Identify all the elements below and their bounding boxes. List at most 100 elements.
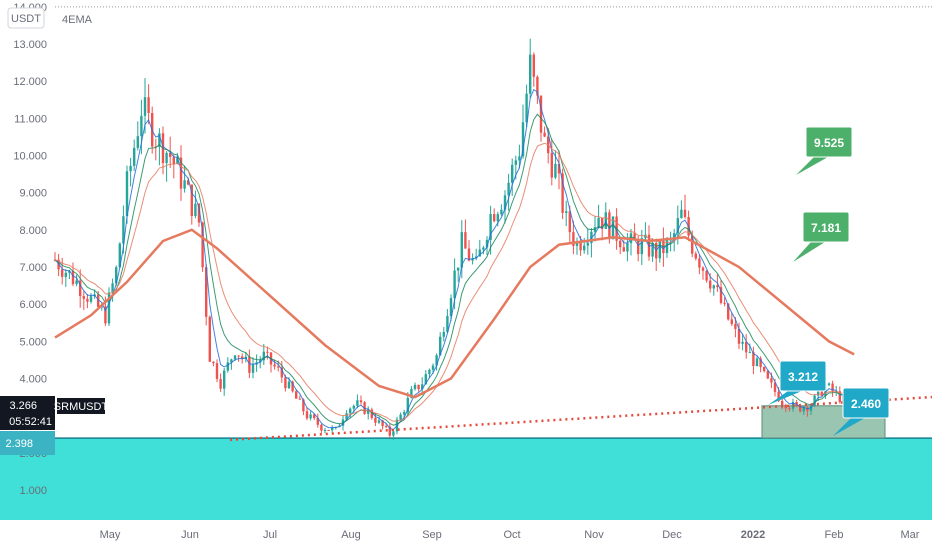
candle-body — [133, 147, 136, 166]
candle-body — [561, 173, 564, 213]
y-tick-label: 8.000 — [19, 225, 47, 237]
symbol-name: SRMUSDT — [54, 401, 109, 413]
candle-body — [385, 426, 388, 428]
x-tick-label: Dec — [662, 529, 682, 541]
candle-body — [158, 133, 161, 147]
candle-body — [709, 280, 712, 289]
candle-body — [521, 122, 525, 157]
candle-body — [442, 331, 445, 337]
candle-body — [435, 355, 438, 366]
candle-body — [316, 418, 319, 425]
candle-body — [169, 152, 172, 157]
candle-body — [75, 280, 78, 285]
candle-body — [377, 420, 381, 423]
candle-body — [104, 306, 107, 324]
currency-label: USDT — [11, 13, 41, 25]
candle-body — [89, 296, 93, 302]
x-tick-label: Jul — [263, 529, 277, 541]
candle-body — [176, 157, 179, 164]
candle-body — [399, 414, 402, 420]
candle-body — [511, 164, 514, 183]
candle-body — [665, 239, 669, 254]
candle-body — [446, 315, 449, 332]
indicator-label[interactable]: 4EMA — [62, 14, 93, 26]
candle-body — [320, 424, 323, 431]
candle-body — [727, 303, 730, 320]
candle-body — [125, 171, 129, 217]
candle-body — [694, 253, 697, 259]
candle-body — [637, 240, 640, 255]
candle-body — [467, 248, 471, 261]
candle-body — [345, 413, 348, 420]
candle-body — [219, 378, 222, 389]
candle-body — [802, 407, 805, 412]
candle-body — [421, 384, 424, 390]
candle-body — [745, 341, 748, 353]
candle-body — [662, 239, 665, 254]
candle-body — [136, 136, 139, 148]
candle-body — [586, 243, 589, 246]
currency-badge[interactable] — [7, 7, 45, 29]
candle-body — [262, 351, 265, 361]
candle-body — [197, 203, 201, 223]
candle-body — [147, 97, 150, 114]
price-target-callout[interactable]: 7.181 — [793, 211, 850, 262]
candle-body — [626, 243, 629, 252]
candle-body — [734, 324, 737, 329]
candle-body — [658, 239, 661, 259]
ema-slow-line[interactable] — [54, 228, 855, 399]
candle-body — [284, 377, 287, 389]
candle-body — [489, 214, 492, 240]
candle-body — [323, 430, 327, 432]
candle-body — [233, 355, 237, 360]
ema-14-line[interactable] — [54, 142, 855, 422]
candle-body — [611, 216, 615, 240]
candle-body — [572, 232, 575, 246]
candle-body — [766, 370, 769, 379]
candle-body — [190, 184, 193, 216]
candle-body — [705, 270, 708, 281]
price-target-callout[interactable]: 3.212 — [768, 360, 827, 405]
candle-body — [698, 258, 701, 268]
candle-body — [525, 93, 528, 123]
candle-body — [327, 430, 330, 432]
candle-body — [154, 146, 157, 148]
candle-body — [57, 259, 60, 270]
candle-body — [291, 381, 294, 392]
candle-body — [838, 391, 841, 402]
candle-body — [115, 267, 118, 284]
candle-body — [518, 156, 521, 161]
candle-body — [241, 356, 244, 359]
price-target-label: 3.212 — [788, 370, 818, 384]
candle-body — [118, 243, 121, 268]
candle-body — [381, 420, 384, 427]
candle-body — [568, 211, 571, 233]
candle-body — [403, 412, 406, 415]
candle-body — [424, 374, 427, 385]
candle-body — [215, 363, 219, 379]
candle-body — [827, 383, 831, 385]
candle-body — [259, 360, 262, 363]
candle-body — [428, 369, 431, 375]
candle-body — [237, 355, 240, 357]
candle-body — [251, 364, 255, 373]
price-target-callout[interactable]: 9.525 — [796, 126, 853, 175]
candle-body — [500, 209, 503, 215]
y-tick-label: 10.000 — [13, 151, 47, 163]
candle-body — [295, 391, 298, 399]
candle-body — [752, 352, 755, 367]
x-axis-band — [0, 520, 932, 550]
ema-4-line[interactable] — [54, 88, 855, 431]
candle-body — [449, 298, 453, 316]
candle-body — [194, 203, 197, 216]
candle-body — [413, 384, 417, 390]
candle-body — [575, 242, 579, 246]
candle-body — [457, 267, 460, 271]
price-target-callout[interactable]: 2.460 — [833, 387, 890, 436]
y-tick-label: 11.000 — [14, 113, 47, 125]
candle-body — [140, 115, 143, 137]
candle-body — [719, 287, 723, 303]
candle-body — [683, 209, 687, 218]
